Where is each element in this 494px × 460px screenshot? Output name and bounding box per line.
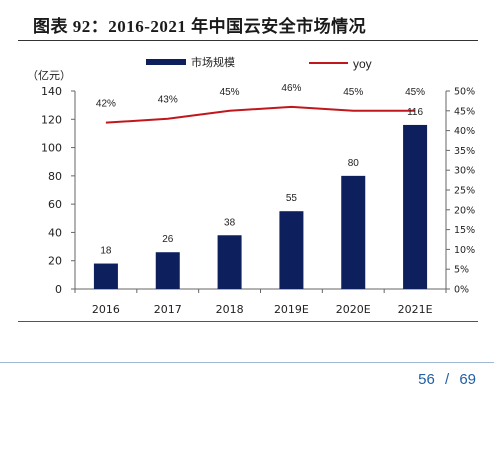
bar [403,124,428,289]
bar [217,235,242,289]
right-tick-label: 0% [454,285,469,296]
yoy-line [105,105,416,124]
title-divider [18,40,478,41]
right-tick-label: 25% [454,186,475,197]
yoy-value-label: 45% [220,87,240,98]
bar-value-label: 116 [407,107,423,118]
left-tick-label: 120 [41,113,62,126]
page-separator: / [444,371,450,388]
legend-bar-swatch [146,59,186,65]
x-tick-label: 2017 [154,303,182,316]
x-tick-label: 2019E [274,303,309,316]
x-tick-label: 2016 [92,303,120,316]
page-current: 56 [418,371,435,388]
left-tick-label: 40 [48,226,62,239]
x-tick-label: 2021E [398,303,433,316]
bar-value-label: 26 [162,234,174,245]
right-tick-label: 10% [454,245,475,256]
bar-value-label: 38 [224,217,236,228]
right-tick-label: 15% [454,225,475,236]
bar [155,252,180,289]
bar [279,211,304,289]
left-tick-label: 80 [48,170,62,183]
left-tick-label: 140 [41,85,62,98]
yoy-value-label: 45% [405,87,425,98]
right-tick-label: 45% [454,106,475,117]
legend-bar-label: 市场规模 [191,55,235,69]
bar [93,263,118,289]
bar [341,175,366,289]
bar-value-label: 18 [100,246,112,257]
yoy-value-label: 43% [158,95,178,106]
right-tick-label: 40% [454,126,475,137]
bar-value-label: 55 [286,193,298,204]
left-tick-label: 20 [48,255,62,268]
yoy-value-label: 45% [343,87,363,98]
page-total: 69 [459,371,476,388]
x-tick-label: 2020E [336,303,371,316]
right-tick-label: 30% [454,166,475,177]
left-tick-label: 0 [55,283,62,296]
chart-bottom-divider [18,321,478,322]
figure-title: 图表 92：2016-2021 年中国云安全市场情况 [33,17,367,36]
footer-divider [0,362,494,363]
right-tick-label: 50% [454,87,475,98]
bar-value-label: 80 [348,158,360,169]
right-tick-label: 20% [454,205,475,216]
yoy-value-label: 42% [96,99,116,110]
right-tick-label: 5% [454,265,469,276]
x-tick-label: 2018 [216,303,244,316]
left-axis-unit-label: （亿元） [27,69,71,82]
left-tick-label: 60 [48,198,62,211]
page-indicator: 56 / 69 [418,371,476,388]
legend-line-label: yoy [353,57,372,71]
yoy-value-label: 46% [281,83,301,94]
left-tick-label: 100 [41,142,62,155]
right-tick-label: 35% [454,146,475,157]
